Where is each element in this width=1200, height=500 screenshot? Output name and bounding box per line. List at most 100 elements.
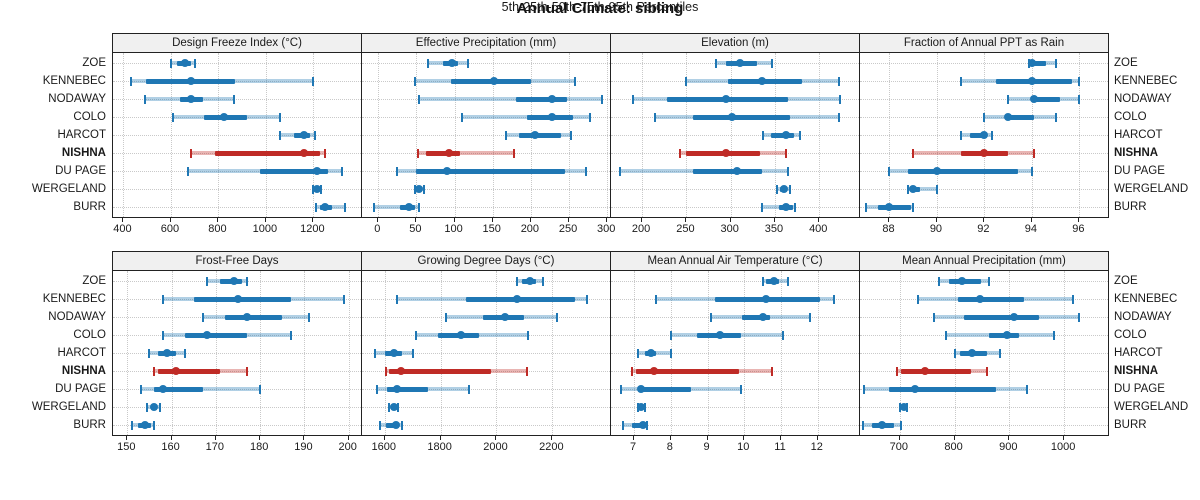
p25-p75-bar xyxy=(158,368,221,374)
p25-p75-bar xyxy=(153,386,203,392)
tick-label: 96 xyxy=(1072,223,1085,235)
gridline-horizontal xyxy=(860,335,1108,336)
median-dot xyxy=(158,385,167,393)
p25-p75-bar xyxy=(888,386,996,392)
p5-whisker-cap xyxy=(917,294,920,304)
tick-label: 600 xyxy=(160,223,180,235)
gridline-horizontal xyxy=(860,99,1108,100)
p95-whisker-cap xyxy=(259,384,262,394)
median-dot xyxy=(389,349,398,357)
p25-p75-bar xyxy=(632,422,646,428)
panel-axis-frost-free-days: 150 160 170 180 190 200 xyxy=(112,436,362,458)
axis-tick-mark xyxy=(495,436,497,440)
site-label-left-burr: BURR xyxy=(73,201,106,213)
axis-tick-mark xyxy=(568,218,570,222)
axis-tick-mark xyxy=(415,218,417,222)
p5-whisker-cap xyxy=(932,312,935,322)
median-dot xyxy=(172,367,180,375)
panel-plot-growing-degree-days-c- xyxy=(361,271,611,436)
p25-p75-bar xyxy=(693,114,791,120)
p95-whisker-cap xyxy=(513,148,516,158)
gridline-horizontal xyxy=(362,353,610,354)
p95-whisker-cap xyxy=(990,130,993,140)
panel-axis-mean-annual-precipitation-mm-: 700 800 900 1000 xyxy=(859,436,1109,458)
tick-label: 1600 xyxy=(371,441,397,453)
p5-whisker-cap xyxy=(912,148,915,158)
p25-p75-bar xyxy=(386,386,429,392)
p25-p75-bar xyxy=(1031,96,1061,102)
tick-label: 200 xyxy=(338,441,357,453)
p25-p75-bar xyxy=(224,314,283,320)
p25-p75-bar xyxy=(637,386,691,392)
gridline-horizontal xyxy=(611,189,859,190)
tick-label: 300 xyxy=(596,223,616,235)
p5-p95-range-band xyxy=(374,205,419,209)
p95-whisker-cap xyxy=(1054,58,1057,68)
gridline-horizontal xyxy=(362,99,610,100)
gridline-horizontal xyxy=(113,353,361,354)
median-dot xyxy=(186,95,195,103)
tick-label: 2000 xyxy=(483,441,508,453)
site-label-right-nodaway: NODAWAY xyxy=(1114,311,1172,323)
site-label-left-nishna: NISHNA xyxy=(61,365,106,377)
p95-whisker-cap xyxy=(152,420,155,430)
p95-whisker-cap xyxy=(311,76,314,86)
p95-whisker-cap xyxy=(986,366,989,376)
gridline-horizontal xyxy=(362,135,610,136)
site-label-left-kennebec: KENNEBEC xyxy=(42,293,106,305)
p5-whisker-cap xyxy=(375,384,378,394)
median-dot xyxy=(899,403,908,411)
p5-whisker-cap xyxy=(1007,94,1010,104)
p5-whisker-cap xyxy=(861,420,864,430)
site-label-left-wergeland: WERGELAND xyxy=(31,183,106,195)
p95-whisker-cap xyxy=(899,420,902,430)
median-dot xyxy=(234,295,242,303)
tick-label: 700 xyxy=(889,441,909,453)
p25-p75-bar xyxy=(184,332,247,338)
gridline-horizontal xyxy=(113,99,361,100)
axis-tick-mark xyxy=(122,218,124,222)
p5-whisker-cap xyxy=(385,366,388,376)
median-dot xyxy=(650,367,659,375)
axis-tick-mark xyxy=(1063,436,1065,440)
site-label-left-harcot: HARCOT xyxy=(57,129,106,141)
p5-p95-range-band xyxy=(418,97,602,101)
p95-whisker-cap xyxy=(324,148,327,158)
axis-tick-mark xyxy=(529,218,531,222)
p95-whisker-cap xyxy=(789,184,792,194)
tick-label: 150 xyxy=(482,223,501,235)
gridline-horizontal xyxy=(362,425,610,426)
p95-whisker-cap xyxy=(781,330,784,340)
gridline-horizontal xyxy=(611,353,859,354)
tick-label: 400 xyxy=(113,223,132,235)
p5-p95-range-band xyxy=(417,151,515,155)
panel-header-design-freeze-index-c-: Design Freeze Index (°C) xyxy=(112,33,362,53)
median-dot xyxy=(299,131,308,139)
site-label-right-zoe: ZOE xyxy=(1114,275,1138,287)
gridline-horizontal xyxy=(860,81,1108,82)
median-dot xyxy=(735,59,744,67)
median-dot xyxy=(530,131,539,139)
median-dot xyxy=(163,349,172,357)
median-dot xyxy=(909,185,918,193)
p25-p75-bar xyxy=(426,150,460,156)
axis-tick-mark xyxy=(303,436,305,440)
site-label-left-colo: COLO xyxy=(73,111,106,123)
axis-tick-mark xyxy=(126,436,128,440)
median-dot xyxy=(758,313,767,321)
axis-tick-mark xyxy=(347,436,349,440)
site-label-right-nishna: NISHNA xyxy=(1114,147,1159,159)
p5-whisker-cap xyxy=(636,348,639,358)
site-label-left-du-page: DU PAGE xyxy=(55,383,106,395)
p95-whisker-cap xyxy=(669,348,672,358)
panel-plot-design-freeze-index-c- xyxy=(112,53,362,218)
median-dot xyxy=(396,367,405,375)
p95-whisker-cap xyxy=(809,312,812,322)
median-dot xyxy=(181,59,190,67)
p5-whisker-cap xyxy=(953,348,956,358)
p5-whisker-cap xyxy=(378,420,381,430)
p95-whisker-cap xyxy=(1054,112,1057,122)
axis-tick-mark xyxy=(1008,436,1010,440)
axis-tick-mark xyxy=(669,436,671,440)
axis-tick-mark xyxy=(816,436,818,440)
